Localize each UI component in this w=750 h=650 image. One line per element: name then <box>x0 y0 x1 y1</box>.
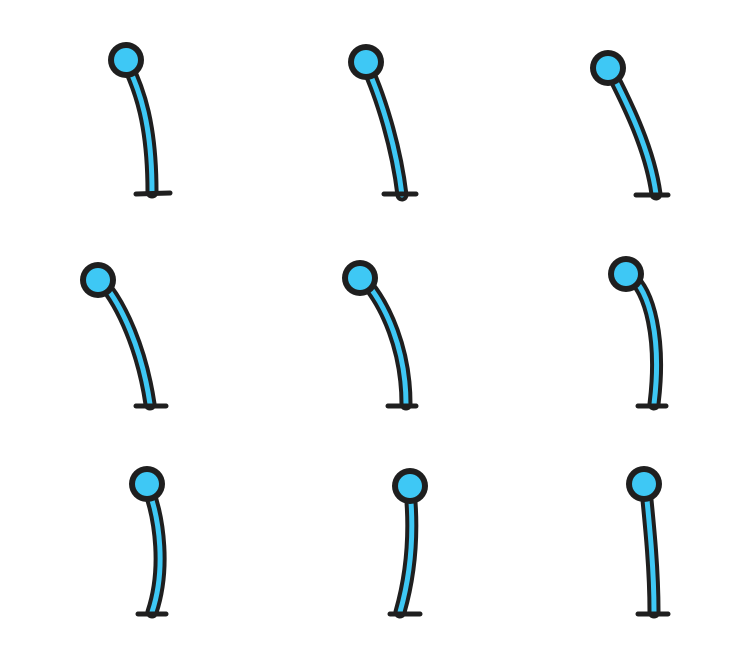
bent-stalk-sprite-icon <box>348 44 419 202</box>
bent-stalk-sprite-icon <box>129 466 169 619</box>
sprite-frame-8 <box>340 450 540 650</box>
sprite-frame-5 <box>290 240 490 440</box>
sprite-frame-2 <box>300 35 500 235</box>
sprite-frame-3 <box>540 40 740 240</box>
bent-stalk-sprite-icon <box>590 50 671 201</box>
bent-stalk-sprite-icon <box>342 260 419 411</box>
sprite-frame-4 <box>30 240 230 440</box>
bent-stalk-sprite-icon <box>80 262 169 411</box>
sprite-frame-6 <box>550 240 750 440</box>
sprite-frame-9 <box>580 450 750 650</box>
bent-stalk-sprite-icon <box>108 42 173 199</box>
bent-stalk-sprite-icon <box>608 256 669 411</box>
sprite-frame-7 <box>80 450 280 650</box>
sprite-sheet <box>30 30 750 619</box>
bent-stalk-sprite-icon <box>387 468 428 619</box>
bent-stalk-sprite-icon <box>626 466 671 619</box>
sprite-frame-1 <box>60 30 260 230</box>
